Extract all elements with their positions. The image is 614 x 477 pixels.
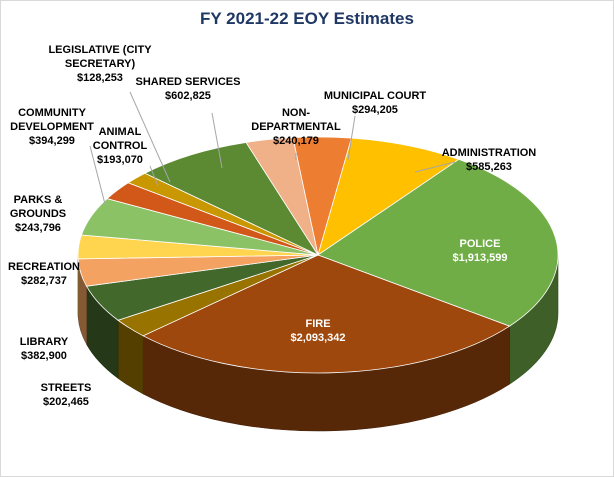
data-label-community-development: COMMUNITY DEVELOPMENT $394,299: [10, 107, 94, 147]
data-label-legislative-city-secretary-: LEGISLATIVE (CITY SECRETARY) $128,253: [48, 44, 152, 84]
category-label: COMMUNITY: [18, 107, 86, 119]
pie-slice-fire: [142, 254, 511, 374]
value-label: $243,796: [15, 222, 61, 234]
category-label: DEPARTMENTAL: [251, 121, 341, 133]
value-label: $602,825: [165, 90, 211, 102]
value-label: $1,913,599: [452, 252, 507, 264]
leader-line-community-development: [89, 145, 106, 205]
pie-labels: MUNICIPAL COURT $294,205 ADMINISTRATION $58…: [8, 44, 536, 408]
pie-sides: [77, 254, 559, 432]
data-label-library: LIBRARY $382,900: [20, 336, 69, 362]
leader-line-shared-services: [211, 112, 223, 169]
data-label-recreation: RECREATION $282,737: [8, 261, 80, 287]
value-label: $382,900: [21, 350, 67, 362]
value-label: $282,737: [21, 275, 67, 287]
category-label: ADMINISTRATION: [442, 147, 537, 159]
value-label: $585,263: [466, 161, 512, 173]
pie-slice-police: [317, 158, 559, 327]
category-label: MUNICIPAL COURT: [324, 90, 427, 102]
category-label: GROUNDS: [10, 208, 66, 220]
value-label: $394,299: [29, 135, 75, 147]
category-label: FIRE: [305, 318, 330, 330]
category-label: SHARED SERVICES: [136, 76, 241, 88]
data-label-municipal-court: MUNICIPAL COURT $294,205: [324, 90, 427, 116]
value-label: $202,465: [43, 396, 89, 408]
category-label: STREETS: [41, 382, 92, 394]
pie-tops: [77, 136, 559, 374]
data-label-fire: FIRE $2,093,342: [290, 318, 345, 344]
category-label: LIBRARY: [20, 336, 69, 348]
category-label: ANIMAL: [99, 126, 142, 138]
leader-line-animal-control: [149, 165, 159, 187]
value-label: $193,070: [97, 154, 143, 166]
category-label: POLICE: [460, 238, 501, 250]
category-label: DEVELOPMENT: [10, 121, 94, 133]
category-label: LEGISLATIVE (CITY: [48, 44, 152, 56]
data-label-administration: ADMINISTRATION $585,263: [442, 147, 537, 173]
pie-slice-non-departmental: [245, 137, 319, 256]
category-label: NON-: [282, 107, 310, 119]
data-label-police: POLICE $1,913,599: [452, 238, 507, 264]
chart-title: FY 2021-22 EOY Estimates: [200, 9, 414, 28]
category-label: CONTROL: [93, 140, 148, 152]
leader-line-administration: [414, 161, 456, 173]
data-label-non-departmental: NON- DEPARTMENTAL $240,179: [251, 107, 341, 147]
leader-line-legislative-city-secretary-: [129, 91, 171, 183]
category-label: RECREATION: [8, 261, 80, 273]
pie-slice-administration: [317, 137, 460, 256]
leader-line-municipal-court: [347, 115, 356, 161]
data-label-animal-control: ANIMAL CONTROL $193,070: [93, 126, 148, 166]
data-label-parks-grounds: PARKS & GROUNDS $243,796: [10, 194, 66, 234]
value-label: $240,179: [273, 135, 319, 147]
data-label-shared-services: SHARED SERVICES $602,825: [136, 76, 241, 102]
value-label: $2,093,342: [290, 332, 345, 344]
value-label: $128,253: [77, 72, 123, 84]
category-label: SECRETARY): [65, 58, 136, 70]
value-label: $294,205: [352, 104, 398, 116]
data-label-streets: STREETS $202,465: [41, 382, 92, 408]
pie-slice-shared-services: [143, 141, 320, 256]
category-label: PARKS &: [14, 194, 63, 206]
